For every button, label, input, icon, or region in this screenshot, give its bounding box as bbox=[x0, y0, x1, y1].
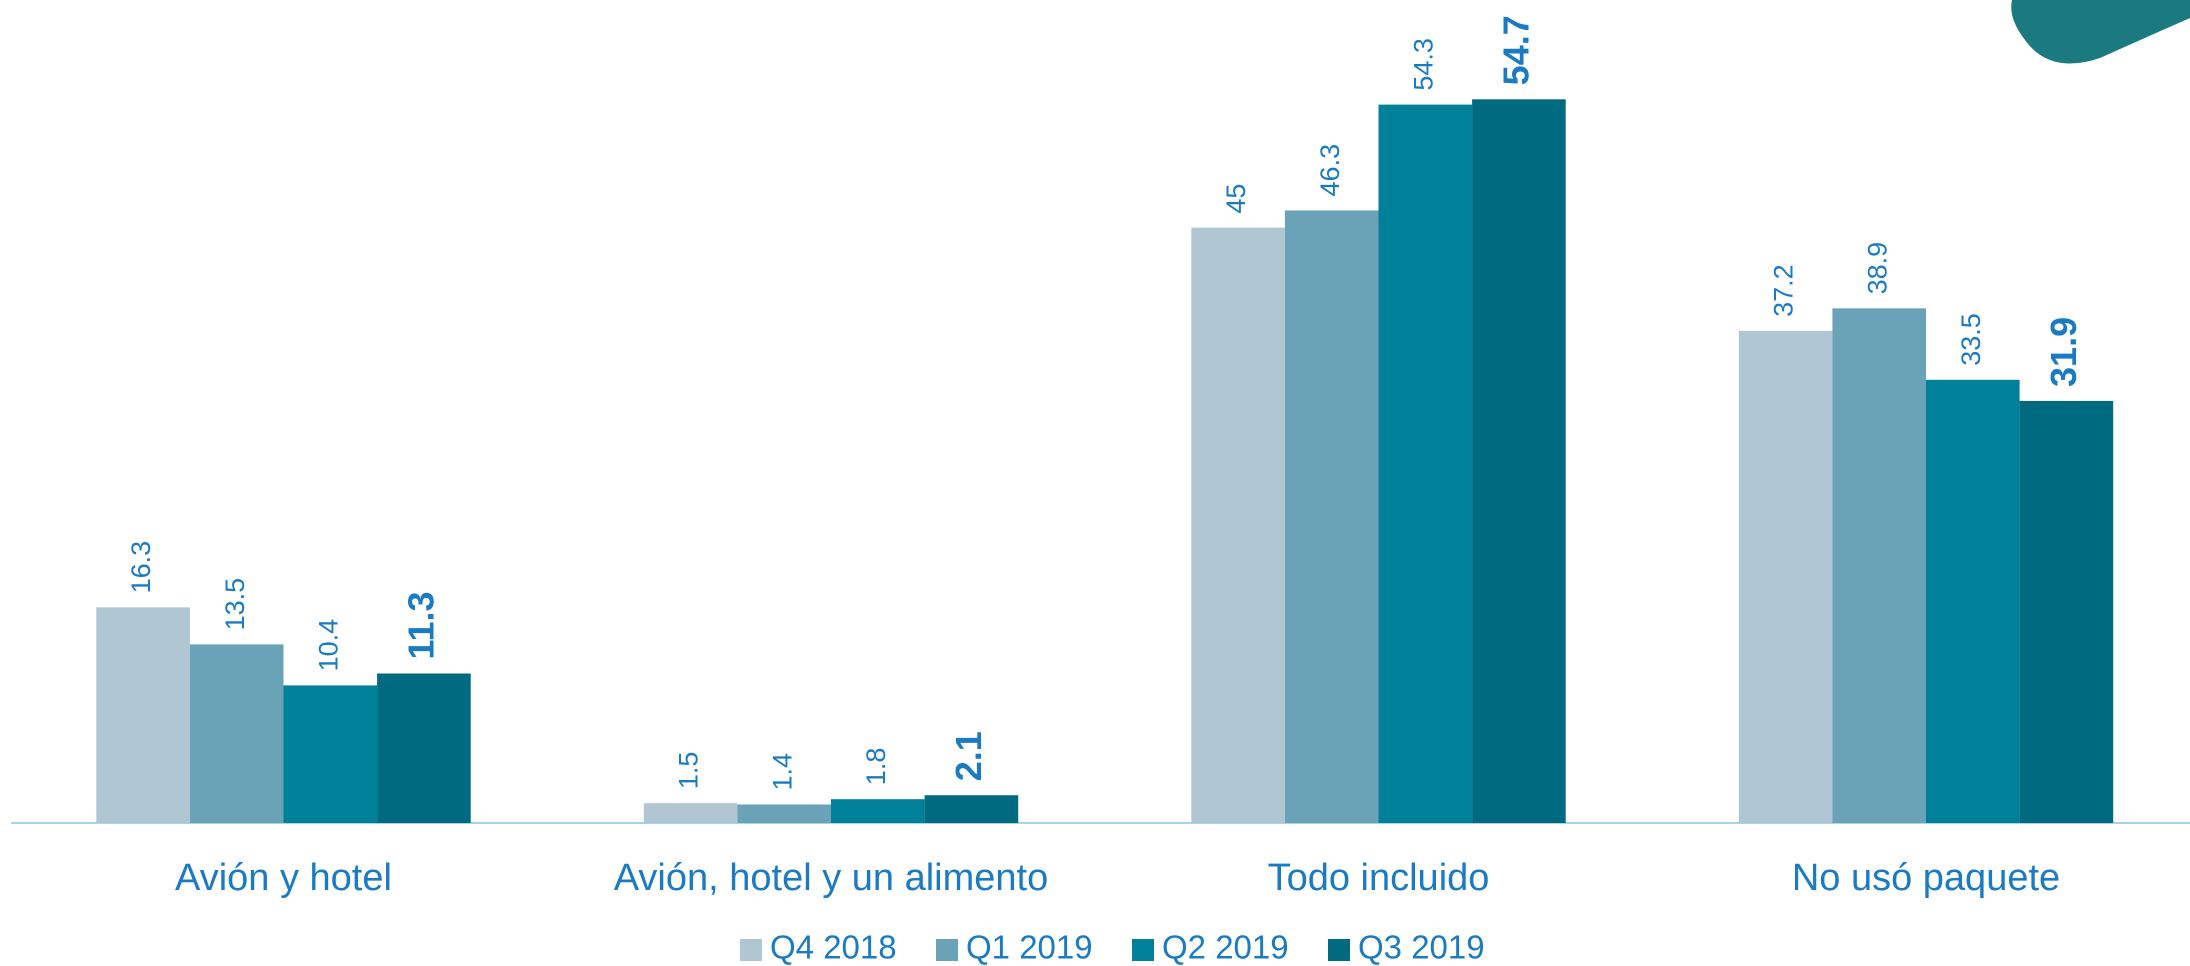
legend-label: Q4 2018 bbox=[770, 929, 897, 966]
x-tick-label: Avión, hotel y un alimento bbox=[614, 857, 1048, 899]
bar bbox=[377, 673, 471, 823]
data-label: 37.2 bbox=[1769, 264, 1799, 317]
legend-swatch bbox=[740, 939, 762, 961]
legend-swatch bbox=[936, 939, 958, 961]
bar bbox=[283, 685, 378, 823]
data-label: 54.7 bbox=[1495, 15, 1536, 85]
data-label: 11.3 bbox=[400, 591, 441, 659]
bar bbox=[96, 607, 190, 823]
x-tick-label: Todo incluido bbox=[1268, 857, 1490, 899]
data-label: 31.9 bbox=[2043, 317, 2084, 387]
data-label: 2.1 bbox=[948, 731, 989, 781]
data-label: 46.3 bbox=[1315, 144, 1345, 197]
data-label: 38.9 bbox=[1862, 242, 1892, 295]
data-label: 13.5 bbox=[220, 578, 250, 631]
data-label: 33.5 bbox=[1956, 313, 1986, 366]
bar bbox=[1472, 99, 1566, 824]
legend-label: Q1 2019 bbox=[966, 929, 1093, 966]
bar bbox=[1378, 104, 1473, 823]
legend-swatch bbox=[1328, 939, 1350, 961]
legend-label: Q2 2019 bbox=[1162, 929, 1289, 966]
data-label: 10.4 bbox=[313, 619, 343, 672]
bar bbox=[1926, 379, 2020, 823]
bar bbox=[643, 803, 738, 823]
data-label: 45 bbox=[1221, 184, 1251, 214]
bar bbox=[737, 804, 831, 823]
x-tick-label: No usó paquete bbox=[1792, 857, 2060, 899]
data-label: 16.3 bbox=[126, 541, 156, 594]
data-label: 1.4 bbox=[767, 753, 797, 791]
data-label: 1.5 bbox=[674, 752, 704, 790]
legend-swatch bbox=[1132, 939, 1154, 961]
data-label: 1.8 bbox=[861, 748, 891, 786]
bar bbox=[831, 799, 925, 823]
decoration bbox=[2011, 0, 2190, 64]
bar bbox=[1284, 210, 1379, 824]
bar bbox=[189, 644, 284, 823]
data-label: 54.3 bbox=[1408, 38, 1438, 91]
bar bbox=[1832, 308, 1926, 823]
legend-label: Q3 2019 bbox=[1358, 929, 1485, 966]
bar bbox=[1738, 330, 1833, 823]
x-tick-label: Avión y hotel bbox=[175, 857, 392, 899]
bar bbox=[1191, 227, 1285, 823]
bar bbox=[924, 795, 1019, 823]
bar bbox=[2019, 400, 2114, 823]
